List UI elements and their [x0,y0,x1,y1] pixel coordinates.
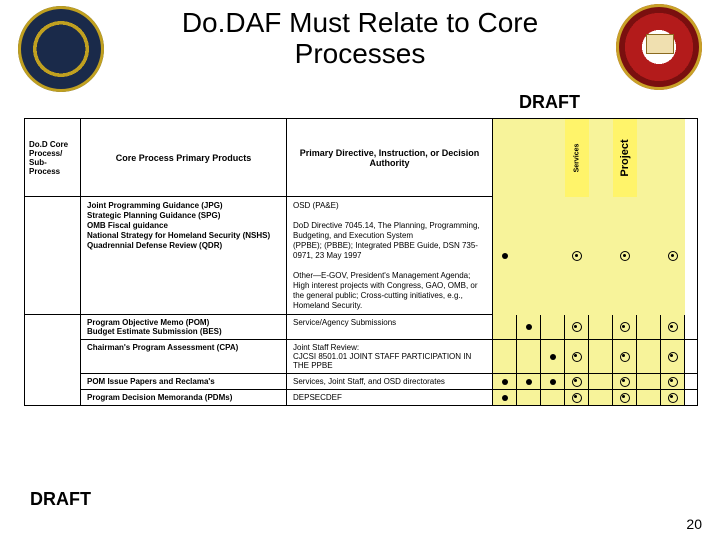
table-row: Program Objective Memo (POM)Budget Estim… [81,315,697,339]
row-mark-2 [541,315,565,339]
row-mark-0 [493,315,517,339]
title-line-2: Processes [295,38,426,69]
row-products: POM Issue Papers and Reclama's [81,374,287,389]
header-vcol-4 [589,119,613,197]
title-line-1: Do.DAF Must Relate to Core [182,7,538,38]
s1-mark-2 [541,197,565,315]
table-section-1: Joint Programming Guidance (JPG)Strategi… [25,197,697,315]
header-vcol-5: Project [613,119,637,197]
row-mark-2 [541,340,565,373]
row-products: Program Decision Memoranda (PDMs) [81,390,287,405]
row-mark-4 [589,390,613,405]
row-mark-5 [613,390,637,405]
row-mark-5 [613,374,637,389]
row-mark-5 [613,315,637,339]
header-vcol-1 [517,119,541,197]
row-mark-1 [517,340,541,373]
header-process: Do.D Core Process/ Sub-Process [25,119,81,197]
slide-title: Do.DAF Must Relate to Core Processes [0,8,720,70]
row-mark-7 [661,390,685,405]
row-mark-1 [517,315,541,339]
row-authority: DEPSECDEF [287,390,493,405]
table-section-2: Program Objective Memo (POM)Budget Estim… [25,315,697,405]
section-2-rows: Program Objective Memo (POM)Budget Estim… [81,315,697,405]
s1-mark-7 [661,197,685,315]
row-mark-2 [541,374,565,389]
row-mark-6 [637,390,661,405]
row-authority: Services, Joint Staff, and OSD directora… [287,374,493,389]
draft-watermark-bottom: DRAFT [30,489,91,510]
row-mark-4 [589,340,613,373]
s1-mark-6 [637,197,661,315]
header-authority: Primary Directive, Instruction, or Decis… [287,119,493,197]
row-mark-1 [517,390,541,405]
row-mark-4 [589,374,613,389]
header-products: Core Process Primary Products [81,119,287,197]
table-row: Program Decision Memoranda (PDMs)DEPSECD… [81,389,697,405]
row-mark-4 [589,315,613,339]
s1-mark-3 [565,197,589,315]
row-mark-7 [661,374,685,389]
section-2-sidebar [25,315,81,405]
row-mark-7 [661,315,685,339]
s1-mark-5 [613,197,637,315]
row-mark-0 [493,374,517,389]
page-number: 20 [686,516,702,532]
row-mark-3 [565,315,589,339]
row-mark-0 [493,340,517,373]
s1-mark-4 [589,197,613,315]
table-row: POM Issue Papers and Reclama'sServices, … [81,373,697,389]
row-mark-3 [565,340,589,373]
row-mark-0 [493,390,517,405]
header-vcol-0 [493,119,517,197]
header-vcol-3: Services [565,119,589,197]
section-1-sidebar [25,197,81,315]
draft-watermark-top: DRAFT [519,92,580,113]
row-authority: Service/Agency Submissions [287,315,493,339]
row-mark-6 [637,340,661,373]
row-mark-6 [637,315,661,339]
row-products: Program Objective Memo (POM)Budget Estim… [81,315,287,339]
row-mark-7 [661,340,685,373]
row-authority: Joint Staff Review:CJCSI 8501.01 JOINT S… [287,340,493,373]
table-header-row: Do.D Core Process/ Sub-Process Core Proc… [25,119,697,197]
header-vcol-6 [637,119,661,197]
core-process-table: Do.D Core Process/ Sub-Process Core Proc… [24,118,698,406]
table-row: Chairman's Program Assessment (CPA)Joint… [81,339,697,373]
section-1-authority: OSD (PA&E)DoD Directive 7045.14, The Pla… [287,197,493,315]
row-mark-2 [541,390,565,405]
s1-mark-0 [493,197,517,315]
row-mark-1 [517,374,541,389]
row-mark-5 [613,340,637,373]
row-products: Chairman's Program Assessment (CPA) [81,340,287,373]
header-vcol-7 [661,119,685,197]
header-vcol-2 [541,119,565,197]
row-mark-6 [637,374,661,389]
section-1-products: Joint Programming Guidance (JPG)Strategi… [81,197,287,315]
s1-mark-1 [517,197,541,315]
row-mark-3 [565,374,589,389]
row-mark-3 [565,390,589,405]
